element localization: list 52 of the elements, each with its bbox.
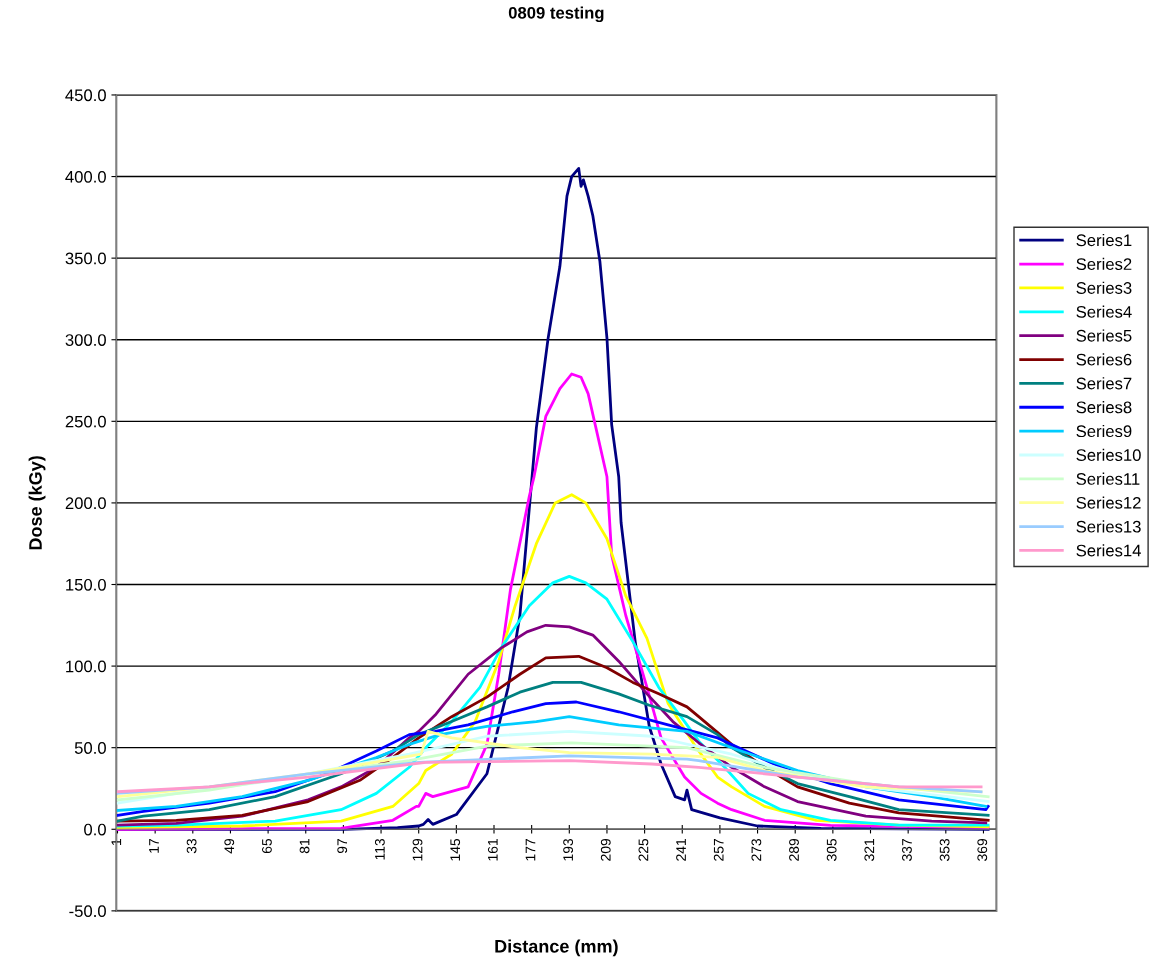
y-tick-label: 50.0 [74,742,106,754]
legend-label: Series7 [1076,377,1132,390]
x-axis-title: Distance (mm) [495,939,618,957]
x-tick-label: 209 [600,838,611,861]
x-tick-label: 321 [864,838,875,861]
x-tick-label: 145 [450,838,461,861]
legend-label: Series11 [1076,472,1140,485]
x-tick-label: 161 [487,838,498,861]
legend-label: Series9 [1076,424,1132,438]
y-tick-label: 100.0 [66,660,106,673]
legend-label: Series4 [1076,305,1132,318]
x-tick-label: 1 [111,838,122,845]
legend-label: Series8 [1076,401,1132,414]
x-tick-label: 97 [337,838,348,854]
x-tick-label: 337 [902,838,912,861]
x-tick-label: 81 [299,838,310,854]
x-tick-label: 177 [525,838,536,861]
legend-label: Series5 [1076,329,1132,342]
legend-label: Series1 [1076,233,1132,247]
x-tick-label: 289 [789,838,799,861]
y-tick-label: 150.0 [66,578,106,591]
x-tick-label: 49 [224,838,235,854]
y-tick-label: 350.0 [65,252,106,265]
y-tick-label: 400.0 [65,170,106,183]
legend-label: Series3 [1076,281,1132,294]
legend-label: Series14 [1076,544,1141,557]
legend-label: Series10 [1076,448,1141,461]
x-tick-label: 353 [939,838,950,861]
x-tick-label: 129 [412,838,423,861]
legend-label: Series12 [1076,496,1141,509]
x-tick-label: 113 [374,838,385,860]
legend-label: Series2 [1076,257,1132,271]
x-tick-label: 193 [563,838,574,861]
x-tick-label: 241 [676,838,686,861]
y-tick-label: 450.0 [65,89,106,102]
x-tick-label: 257 [713,838,724,861]
y-tick-label: -50.0 [69,905,106,918]
y-tick-label: 0.0 [84,823,106,836]
x-tick-label: 17 [149,838,159,853]
legend-label: Series13 [1076,520,1141,533]
x-tick-label: 273 [751,838,762,861]
chart-title: 0809 testing [508,6,604,23]
x-tick-label: 305 [826,838,837,861]
legend-label: Series6 [1076,353,1132,366]
y-tick-label: 300.0 [65,334,106,346]
x-tick-label: 65 [262,838,272,854]
y-tick-label: 200.0 [65,497,106,510]
x-tick-label: 33 [186,838,197,854]
y-axis-title: Dose (kGy) [28,456,46,550]
x-tick-label: 225 [638,838,649,861]
x-tick-label: 369 [977,838,988,861]
y-tick-label: 250.0 [65,415,106,428]
